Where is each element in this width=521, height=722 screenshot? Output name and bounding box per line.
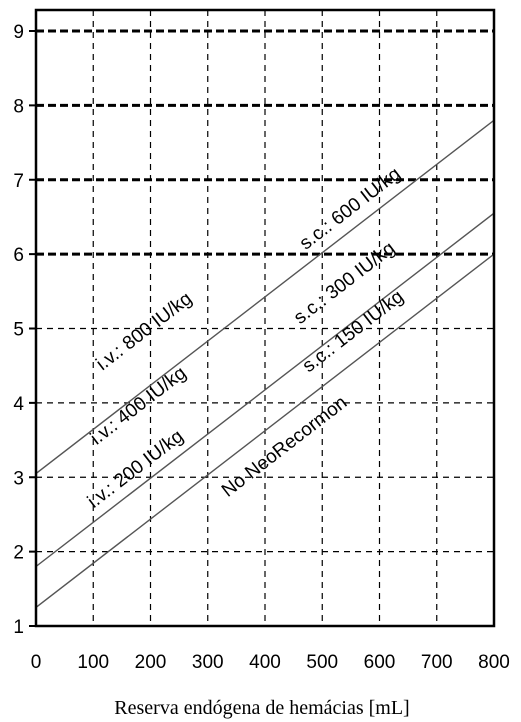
- x-tick-label: 800: [478, 652, 510, 673]
- x-tick-label: 400: [249, 652, 281, 673]
- y-tick-label: 1: [13, 617, 24, 638]
- plot-frame: [34, 8, 496, 628]
- y-tick-label: 7: [13, 171, 24, 192]
- y-tick-label: 8: [13, 96, 24, 117]
- x-tick-label: 700: [421, 652, 453, 673]
- x-tick-labels: 0 100 200 300 400 500 600 700 800: [31, 652, 510, 673]
- y-tick-label: 6: [13, 245, 24, 266]
- series-annotation: s.c.: 600 IU/kg: [296, 163, 405, 254]
- y-tick-label: 2: [13, 543, 24, 564]
- y-tick-labels: 1 2 3 4 5 6 7 8 9: [13, 22, 36, 638]
- series-annotation: No NeoRecormon: [218, 392, 351, 502]
- x-tick-label: 300: [192, 652, 224, 673]
- y-tick-label: 5: [13, 320, 24, 341]
- x-tick-label: 600: [364, 652, 396, 673]
- series-line: [36, 119, 494, 475]
- y-tick-label: 3: [13, 468, 24, 489]
- x-tick-label: 200: [135, 652, 167, 673]
- x-tick-label: 500: [306, 652, 338, 673]
- x-tick-label: 0: [31, 652, 42, 673]
- series-lines: [36, 119, 494, 608]
- series-line: [36, 253, 494, 608]
- series-annotations: i.v.: 800 IU/kgs.c.: 600 IU/kgi.v.: 400 …: [84, 163, 408, 512]
- y-tick-label: 9: [13, 22, 24, 43]
- y-tick-label: 4: [13, 394, 24, 415]
- x-axis-label: Reserva endógena de hemácias [mL]: [114, 697, 409, 719]
- x-tick-label: 100: [77, 652, 109, 673]
- series-line: [36, 212, 494, 568]
- grid: [36, 10, 494, 626]
